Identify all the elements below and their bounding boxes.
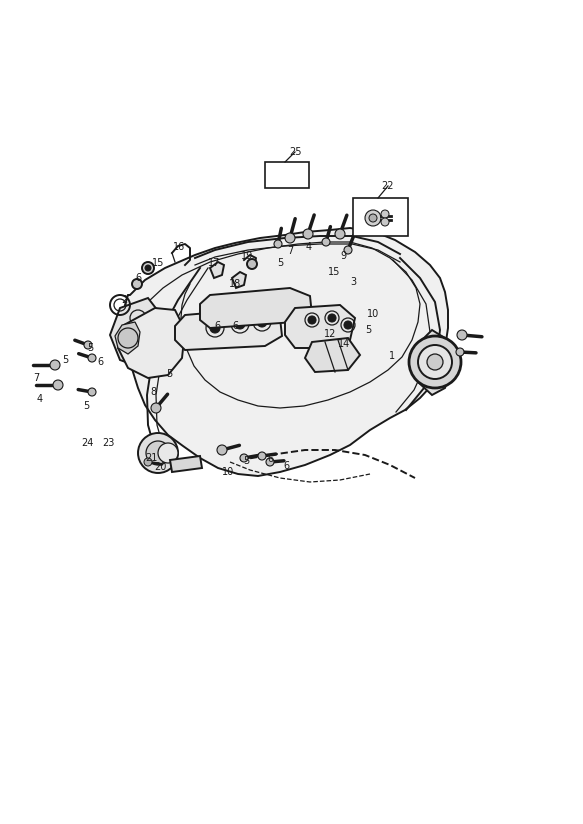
Circle shape	[247, 259, 257, 269]
Circle shape	[412, 340, 456, 384]
Polygon shape	[124, 228, 448, 476]
Text: 16: 16	[173, 242, 185, 252]
Circle shape	[456, 348, 464, 356]
Circle shape	[457, 330, 467, 340]
Text: 7: 7	[287, 246, 293, 256]
Polygon shape	[175, 308, 282, 350]
Text: 5: 5	[62, 355, 68, 365]
Circle shape	[409, 336, 461, 388]
Circle shape	[285, 233, 295, 243]
Text: 12: 12	[324, 329, 336, 339]
Circle shape	[420, 348, 448, 376]
Bar	[265, 162, 309, 188]
Text: 6: 6	[135, 273, 141, 283]
Circle shape	[308, 316, 316, 324]
Circle shape	[427, 354, 443, 370]
Text: 6: 6	[283, 461, 289, 471]
Text: 22: 22	[382, 181, 394, 191]
Circle shape	[217, 445, 227, 455]
Circle shape	[142, 262, 154, 274]
Polygon shape	[210, 262, 224, 278]
Circle shape	[143, 337, 153, 347]
Text: 25: 25	[289, 147, 301, 157]
Polygon shape	[118, 308, 185, 378]
Text: 19: 19	[241, 251, 253, 261]
Text: 24: 24	[81, 438, 93, 448]
Text: 6: 6	[214, 321, 220, 331]
Polygon shape	[115, 322, 140, 354]
Text: 15: 15	[152, 258, 164, 268]
Circle shape	[88, 388, 96, 396]
Text: 10: 10	[222, 467, 234, 477]
Text: 4: 4	[37, 394, 43, 404]
Text: 15: 15	[328, 267, 340, 277]
Circle shape	[274, 240, 282, 248]
Circle shape	[144, 458, 152, 466]
Circle shape	[235, 319, 245, 329]
Text: 5: 5	[87, 343, 93, 353]
Circle shape	[118, 328, 138, 348]
Text: 18: 18	[229, 279, 241, 289]
Circle shape	[344, 321, 352, 329]
Text: 1: 1	[389, 351, 395, 361]
Polygon shape	[200, 288, 312, 328]
Text: 14: 14	[338, 339, 350, 349]
Text: 5: 5	[277, 258, 283, 268]
Text: 17: 17	[208, 258, 220, 268]
Circle shape	[258, 452, 266, 460]
Circle shape	[146, 441, 170, 465]
Circle shape	[210, 323, 220, 333]
Circle shape	[240, 454, 248, 462]
Bar	[353, 198, 408, 236]
Circle shape	[369, 214, 377, 222]
Polygon shape	[416, 330, 452, 395]
Circle shape	[88, 354, 96, 362]
Polygon shape	[305, 338, 360, 372]
Text: 21: 21	[145, 453, 157, 463]
Circle shape	[84, 341, 92, 349]
Circle shape	[50, 360, 60, 370]
Circle shape	[145, 265, 151, 271]
Circle shape	[151, 403, 161, 413]
Text: 9: 9	[340, 251, 346, 261]
Circle shape	[143, 315, 153, 325]
Polygon shape	[232, 272, 246, 288]
Circle shape	[418, 345, 452, 379]
Text: 5: 5	[243, 456, 250, 466]
Text: 3: 3	[350, 277, 356, 287]
Text: 6: 6	[267, 454, 273, 464]
Text: 5: 5	[365, 325, 371, 335]
Text: 6: 6	[232, 321, 238, 331]
Text: 2: 2	[121, 295, 127, 305]
Text: 4: 4	[306, 242, 312, 252]
Circle shape	[335, 229, 345, 239]
Text: 5: 5	[166, 369, 172, 379]
Circle shape	[322, 238, 330, 246]
Text: 7: 7	[33, 373, 39, 383]
Circle shape	[132, 279, 142, 289]
Circle shape	[266, 458, 274, 466]
Text: 8: 8	[150, 387, 156, 397]
Circle shape	[138, 433, 178, 473]
Circle shape	[143, 357, 153, 367]
Text: 23: 23	[102, 438, 114, 448]
Circle shape	[257, 317, 267, 327]
Circle shape	[328, 314, 336, 322]
Text: 20: 20	[154, 462, 166, 472]
Polygon shape	[110, 298, 165, 370]
Circle shape	[381, 210, 389, 218]
Circle shape	[365, 210, 381, 226]
Circle shape	[344, 246, 352, 254]
Polygon shape	[285, 305, 355, 348]
Circle shape	[303, 229, 313, 239]
Polygon shape	[170, 456, 202, 472]
Circle shape	[158, 443, 178, 463]
Circle shape	[381, 218, 389, 226]
Text: 5: 5	[83, 401, 89, 411]
Text: 10: 10	[367, 309, 380, 319]
Circle shape	[53, 380, 63, 390]
Text: 6: 6	[97, 357, 103, 367]
